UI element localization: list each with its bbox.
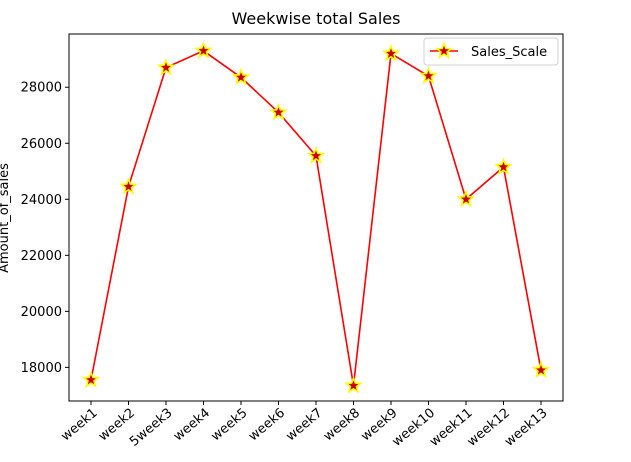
data-point-marker [456,189,476,208]
y-tick-label: 28000 [21,81,62,96]
legend: Sales_Scale [423,37,559,66]
legend-box [423,37,559,66]
data-point-marker [381,43,401,62]
legend-marker [434,41,454,59]
y-tick-label: 26000 [21,137,62,152]
data-point-marker [306,146,326,164]
data-point-marker [344,375,363,394]
x-tick-label: week7 [283,406,325,445]
x-axis: week1week25week3week4week5week6week7week… [58,401,551,450]
x-tick-label: week5 [208,406,250,445]
x-tick-label: week6 [246,406,288,445]
x-tick-label: week1 [58,406,100,445]
y-tick-label: 24000 [21,193,62,208]
data-point-marker [269,102,288,121]
data-point-marker [494,157,513,175]
data-point-marker [119,176,138,195]
data-point-marker [419,66,438,84]
x-tick-label: week8 [321,406,363,445]
data-point-marker [531,360,551,379]
x-tick-label: week13 [502,406,550,450]
data-point-marker [231,67,251,86]
y-tick-label: 22000 [21,249,62,264]
y-tick-label: 18000 [21,361,62,376]
plot-frame [68,33,564,402]
data-point-marker [194,41,213,59]
legend-label: Sales_Scale [471,45,547,60]
data-point-marker [81,370,101,388]
x-tick-label: 5week3 [127,406,175,450]
series-group [81,41,551,394]
series-line [90,49,542,386]
data-point-marker [156,57,176,76]
y-axis-label: Amount_of_sales [0,163,12,273]
x-tick-label: week4 [171,406,213,445]
y-tick-label: 20000 [21,305,62,320]
chart-title: Weekwise total Sales [232,9,401,28]
y-axis: 18000 20000 22000 24000 26000 28000 [21,81,69,376]
